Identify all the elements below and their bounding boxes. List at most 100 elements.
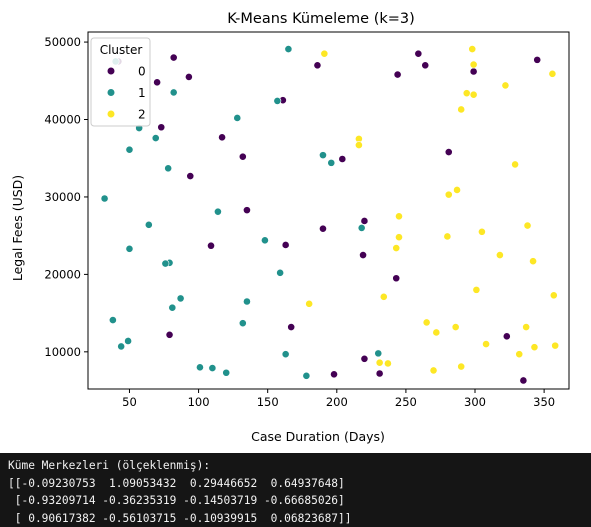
legend-box	[90, 37, 151, 127]
point-cluster-1	[169, 88, 178, 97]
point-cluster-1	[196, 363, 204, 372]
point-cluster-2	[320, 49, 329, 58]
point-cluster-0	[153, 78, 162, 87]
point-cluster-1	[117, 342, 126, 351]
point-cluster-2	[444, 190, 453, 199]
point-cluster-0	[218, 133, 226, 142]
point-cluster-1	[168, 303, 177, 312]
point-cluster-0	[360, 354, 369, 363]
point-cluster-2	[453, 186, 461, 194]
legend-title: Cluster	[100, 43, 143, 57]
point-cluster-0	[319, 224, 327, 233]
y-tick-label: 40000	[44, 113, 81, 127]
x-tick-label: 250	[395, 395, 417, 409]
point-cluster-0	[207, 241, 215, 250]
point-cluster-0	[393, 70, 402, 79]
point-cluster-1	[243, 297, 251, 306]
point-cluster-2	[305, 299, 314, 308]
point-cluster-2	[375, 358, 384, 367]
point-cluster-0	[169, 53, 178, 62]
point-cluster-2	[530, 343, 539, 352]
point-cluster-0	[533, 55, 542, 64]
point-cluster-1	[214, 207, 222, 216]
point-cluster-2	[395, 212, 403, 221]
point-cluster-1	[144, 220, 153, 229]
point-cluster-2	[379, 292, 388, 301]
plot-frame	[87, 31, 570, 390]
point-cluster-0	[502, 332, 511, 341]
point-cluster-1	[327, 158, 336, 167]
point-cluster-2	[495, 251, 504, 259]
point-cluster-0	[421, 61, 430, 70]
point-cluster-2	[469, 60, 478, 69]
y-tick-label: 10000	[44, 345, 81, 359]
point-cluster-2	[482, 340, 490, 348]
point-cluster-0	[243, 206, 251, 215]
point-cluster-0	[165, 330, 174, 339]
point-cluster-2	[451, 323, 460, 331]
point-cluster-2	[462, 89, 471, 98]
point-cluster-0	[444, 148, 453, 156]
legend-marker-0	[106, 66, 116, 76]
point-cluster-1	[222, 368, 231, 377]
x-tick-label: 150	[257, 395, 279, 409]
point-cluster-0	[519, 376, 528, 385]
x-tick-label: 350	[533, 395, 555, 409]
point-cluster-1	[284, 45, 293, 53]
point-cluster-2	[501, 81, 510, 90]
point-cluster-2	[392, 244, 401, 252]
legend-label-0: 0	[138, 65, 146, 79]
legend: Cluster 0 1 2	[90, 37, 151, 127]
point-cluster-0	[287, 323, 296, 331]
point-cluster-2	[549, 291, 558, 300]
y-tick-label: 30000	[44, 190, 81, 204]
point-cluster-0	[469, 67, 478, 76]
point-cluster-0	[281, 241, 290, 249]
legend-label-1: 1	[138, 86, 146, 100]
point-cluster-2	[515, 350, 524, 359]
point-cluster-2	[457, 362, 466, 371]
x-tick-label: 50	[122, 395, 137, 409]
y-tick-label: 50000	[44, 35, 81, 49]
point-cluster-2	[469, 90, 478, 99]
legend-marker-1	[106, 88, 116, 97]
point-cluster-2	[523, 221, 532, 230]
point-cluster-1	[281, 350, 290, 359]
point-cluster-2	[511, 160, 519, 169]
point-cluster-0	[359, 251, 367, 259]
chart-title: K-Means Kümeleme (k=3)	[227, 11, 415, 27]
point-cluster-0	[313, 61, 322, 70]
point-cluster-1	[319, 151, 327, 160]
point-cluster-1	[233, 114, 242, 122]
point-cluster-1	[176, 294, 185, 303]
point-cluster-2	[548, 69, 557, 78]
point-cluster-2	[529, 257, 537, 266]
point-cluster-0	[330, 370, 338, 379]
point-cluster-2	[551, 341, 560, 350]
console-line: [ 0.90617382 -0.56103715 -0.10939915 0.0…	[8, 511, 352, 525]
console-output: Küme Merkezleri (ölçeklenmiş): [[-0.09230…	[0, 453, 591, 527]
point-cluster-2	[384, 359, 392, 368]
point-cluster-1	[125, 145, 134, 154]
point-cluster-0	[392, 274, 401, 283]
point-cluster-1	[100, 194, 109, 203]
point-cluster-2	[478, 227, 486, 236]
point-cluster-1	[151, 134, 160, 142]
point-cluster-1	[108, 316, 117, 324]
legend-label-2: 2	[138, 108, 146, 122]
point-cluster-0	[157, 123, 166, 132]
x-axis-label: Case Duration (Days)	[251, 429, 385, 444]
point-cluster-1	[208, 364, 217, 372]
point-cluster-2	[355, 141, 363, 149]
point-cluster-0	[186, 172, 195, 180]
point-cluster-1	[261, 236, 269, 245]
point-cluster-1	[238, 319, 247, 328]
point-cluster-1	[164, 164, 173, 173]
point-cluster-0	[414, 49, 423, 58]
point-cluster-1	[124, 337, 132, 345]
point-cluster-2	[432, 328, 441, 337]
x-tick-label: 300	[464, 395, 486, 409]
point-cluster-2	[468, 45, 477, 53]
point-cluster-1	[125, 244, 134, 253]
legend-marker-2	[106, 109, 116, 119]
